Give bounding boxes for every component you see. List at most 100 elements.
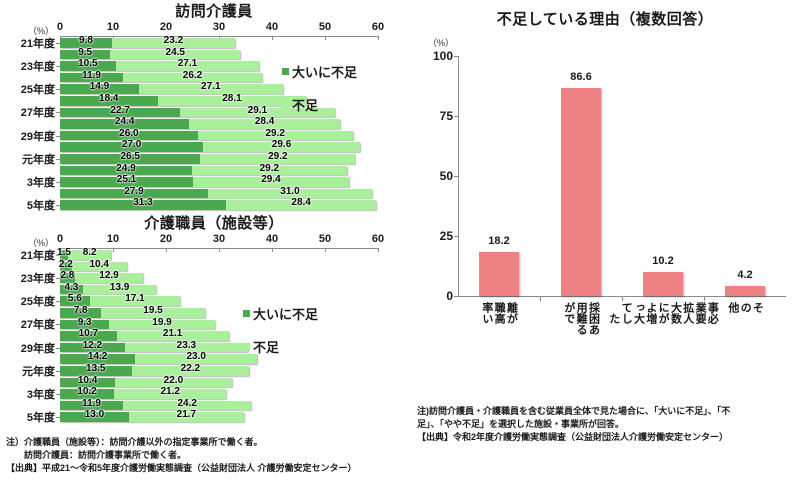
y-tick-mark xyxy=(56,181,60,183)
bar-segment-shortage xyxy=(225,200,377,210)
bar-value-shortage: 23.0 xyxy=(186,351,206,363)
bar-value-shortage: 28.4 xyxy=(254,116,275,128)
bar-segment-severe-shortage xyxy=(60,84,139,94)
bar-segment-shortage xyxy=(101,307,205,318)
chart-facility-care-workers: 介護職員（施設等） （%） 0 10 20 30 40 50 60 21年度 1.5 8.2 2.… xyxy=(0,212,410,424)
x-tick-label: 30 xyxy=(212,21,226,33)
bar-segment-shortage xyxy=(135,354,258,364)
bar-value-severe-shortage: 13.0 xyxy=(84,409,105,421)
bar-segment-severe-shortage xyxy=(60,61,116,71)
y-tick-mark xyxy=(56,89,60,91)
note-right-chart: 注)訪問介護員・介護職員を含む従業員全体で見た場合に、「大いに不足」、「不 足」… xyxy=(417,405,795,444)
bar-value-severe-shortage: 24.9 xyxy=(116,162,136,174)
bar-value-shortage: 24.5 xyxy=(165,46,185,58)
bar-segment-severe-shortage xyxy=(60,107,181,118)
bar-value-label: 10.2 xyxy=(652,254,674,267)
bar-segment-shortage xyxy=(123,72,262,83)
bar-value-shortage: 29.2 xyxy=(259,162,280,174)
stacked-bar xyxy=(60,119,340,129)
stacked-bar xyxy=(60,284,157,295)
y-category-label: 3年度 xyxy=(26,176,55,189)
bar-segment-severe-shortage xyxy=(60,38,112,48)
chart1-plot-area: 21年度 9.8 23.2 9.5 24.5 23年度 10.5 27.1 11.9 26.2 25… xyxy=(0,35,410,212)
chart3-unit-label: （%） xyxy=(428,38,455,48)
bar-row: 元年度 26.5 29.2 xyxy=(0,150,410,166)
stacked-bar xyxy=(60,296,181,306)
legend-label-shortage: 不足 xyxy=(292,98,319,113)
y-tick-mark xyxy=(454,296,458,297)
bar-segment-shortage xyxy=(128,412,244,422)
bar-value-shortage: 29.2 xyxy=(268,150,288,162)
y-tick-mark xyxy=(56,42,60,44)
bar-value-severe-shortage: 14.2 xyxy=(87,351,108,363)
y-tick-mark xyxy=(56,370,60,372)
bar-segment-shortage xyxy=(115,377,232,388)
chart3-plot-area: 0 25 50 75 100 18.2 離職率 が高い 86.6 採用が 困難で ある 10.2 事業拡大… xyxy=(433,49,786,335)
bar-value-severe-shortage: 14.9 xyxy=(89,81,110,93)
bar-value-shortage: 10.4 xyxy=(89,258,109,270)
stacked-bar xyxy=(60,142,360,152)
bar-value-severe-shortage: 1.5 xyxy=(57,247,71,258)
bar-value-shortage: 21.2 xyxy=(160,386,180,398)
bar-segment-shortage xyxy=(71,261,127,272)
bar-segment-shortage xyxy=(207,188,373,199)
y-tick-label: 50 xyxy=(439,169,453,183)
bar-value-shortage: 22.2 xyxy=(180,362,201,374)
x-category-label: 採用が 困難で ある xyxy=(563,302,600,335)
bar-row: 10.7 21.1 xyxy=(0,328,410,342)
legend-label-shortage: 不足 xyxy=(253,340,280,355)
x-tick-mark xyxy=(166,248,167,252)
stacked-bar xyxy=(60,331,229,341)
chart2-legend-item-shortage: 不足 xyxy=(243,337,279,356)
x-tick-label: 0 xyxy=(56,21,64,33)
bar-value-severe-shortage: 10.5 xyxy=(78,58,98,70)
bar-row: 14.2 23.0 xyxy=(0,351,410,365)
bar-segment-severe-shortage xyxy=(60,188,208,199)
bar-row: 24.4 28.4 xyxy=(0,116,410,130)
bar-segment-shortage xyxy=(89,296,181,306)
bar-row: 5年度 13.0 21.7 xyxy=(0,409,410,424)
bar-value-severe-shortage: 26.0 xyxy=(119,127,139,139)
bar-value-severe-shortage: 12.2 xyxy=(82,339,103,351)
x-category-label: 事業拡大によって 必要人数が増大した xyxy=(608,302,719,324)
bar-segment-shortage xyxy=(115,61,260,71)
y-category-label: 元年度 xyxy=(22,365,55,378)
bar-row: 9.5 24.5 xyxy=(0,46,410,61)
stacked-bar xyxy=(60,38,235,48)
x-tick-mark xyxy=(272,36,273,40)
bar-column xyxy=(561,88,601,296)
x-tick-label: 30 xyxy=(212,233,226,245)
bar-row: 29年度 12.2 23.3 xyxy=(0,339,410,355)
bar-segment-severe-shortage xyxy=(60,296,90,306)
bar-segment-shortage xyxy=(82,284,157,295)
stacked-bar xyxy=(60,342,249,353)
chart1-legend-item-shortage-severe: 大いに不足 xyxy=(282,62,357,81)
x-tick-mark xyxy=(272,248,273,252)
legend-swatch-shortage-icon xyxy=(243,343,250,350)
stacked-bar xyxy=(60,200,377,210)
y-category-label: 3年度 xyxy=(26,388,55,401)
bar-value-shortage: 21.7 xyxy=(176,409,197,421)
bar-row: 23年度 10.5 27.1 xyxy=(0,58,410,73)
bar-row: 18.4 28.1 xyxy=(0,92,410,107)
bar-row: 21年度 9.8 23.2 xyxy=(0,35,410,50)
bar-column xyxy=(643,271,683,296)
y-tick-mark xyxy=(454,236,458,237)
bar-segment-shortage xyxy=(74,273,144,283)
bar-value-severe-shortage: 10.7 xyxy=(78,328,99,340)
bar-value-shortage: 12.9 xyxy=(99,270,119,282)
bar-row: 11.9 24.2 xyxy=(0,398,410,412)
bar-segment-severe-shortage xyxy=(60,177,194,187)
bar-value-severe-shortage: 25.1 xyxy=(116,174,137,186)
x-category-label: その他 xyxy=(727,302,764,313)
y-tick-mark xyxy=(56,205,60,207)
note-right-line-3: 【出典】令和2年度介護労働実態調査（公益財団法人介護労働安定センター） xyxy=(417,432,729,443)
bar-column xyxy=(479,252,519,296)
x-category-label-line: 必要人数が増大した xyxy=(607,313,719,324)
bar-value-severe-shortage: 9.5 xyxy=(78,46,93,58)
bar-row: 3年度 10.2 21.2 xyxy=(0,386,410,401)
bar-value-shortage: 28.1 xyxy=(222,92,242,104)
bar-value-severe-shortage: 9.3 xyxy=(77,316,92,328)
bar-row: 27年度 22.7 29.1 xyxy=(0,105,410,119)
stacked-bar xyxy=(60,130,353,141)
